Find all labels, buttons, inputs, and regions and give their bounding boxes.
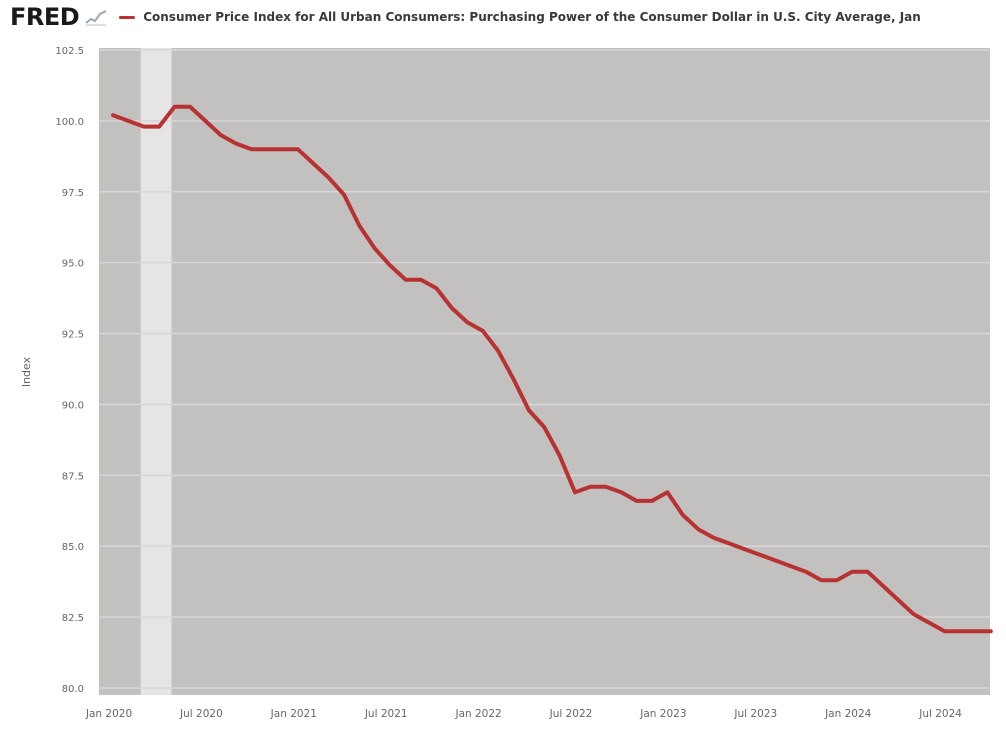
legend-series-title: Consumer Price Index for All Urban Consu…	[143, 10, 921, 24]
x-tick-label: Jul 2021	[364, 708, 408, 720]
plot-background	[99, 48, 990, 695]
y-tick-label: 82.5	[62, 613, 84, 624]
y-tick-label: 80.0	[62, 684, 84, 695]
fred-graph-icon	[85, 10, 107, 26]
x-tick-label: Jan 2024	[824, 708, 872, 720]
x-tick-label: Jul 2023	[733, 708, 777, 720]
y-tick-label: 90.0	[62, 400, 84, 411]
y-tick-label: 102.5	[55, 46, 84, 57]
x-tick-label: Jan 2020	[85, 708, 132, 720]
series-line	[111, 104, 993, 634]
y-tick-label: 85.0	[62, 542, 84, 553]
y-tick-label: 95.0	[62, 259, 84, 270]
x-tick-label: Jan 2021	[270, 708, 317, 720]
recession-band	[140, 48, 172, 695]
x-tick-label: Jan 2022	[454, 708, 501, 720]
x-tick-label: Jul 2020	[179, 708, 223, 720]
x-tick-label: Jul 2024	[918, 708, 962, 720]
x-tick-label: Jul 2022	[549, 708, 593, 720]
y-axis-label: Index	[20, 356, 33, 387]
chart-header: FRED Consumer Price Index for All Urban …	[0, 0, 1006, 34]
x-tick-label: Jan 2023	[639, 708, 686, 720]
fred-logo[interactable]: FRED	[10, 3, 80, 31]
y-tick-label: 87.5	[62, 471, 84, 482]
y-tick-label: 100.0	[55, 117, 84, 128]
y-tick-label: 92.5	[62, 330, 84, 341]
y-tick-label: 97.5	[62, 188, 84, 199]
legend-swatch	[119, 15, 136, 19]
